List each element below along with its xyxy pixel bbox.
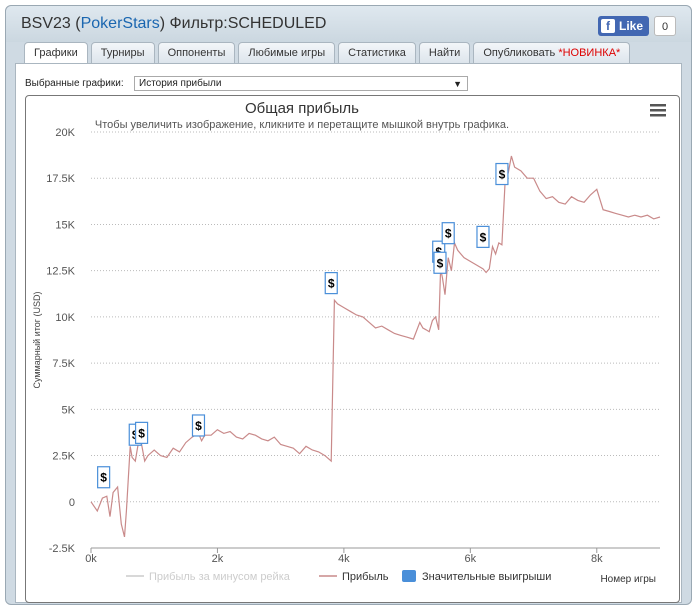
y-tick-label: 12.5K: [46, 266, 75, 278]
y-tick-label: 10K: [55, 312, 75, 324]
big-win-marker: [495, 162, 509, 186]
x-tick-label: 0k: [85, 553, 97, 565]
x-tick-label: 8k: [591, 553, 603, 565]
tab-publish[interactable]: Опубликовать *НОВИНКА*: [473, 42, 631, 63]
profit-series-line: [90, 155, 661, 538]
chart-selector-label: Выбранные графики:: [25, 78, 124, 89]
legend-big-wins-swatch: [402, 570, 416, 582]
big-win-marker-label: $: [480, 230, 487, 244]
dropdown-arrow-icon: ▼: [453, 79, 462, 89]
hamburger-icon-bar: [650, 114, 666, 117]
y-tick-label: -2.5K: [49, 543, 76, 555]
facebook-like-button[interactable]: f Like: [598, 16, 650, 36]
graphs-panel: Выбранные графики: История прибыли ▼ Обща…: [15, 63, 682, 603]
new-badge: *НОВИНКА*: [558, 47, 621, 59]
big-win-marker: [476, 225, 490, 248]
hamburger-icon-bar: [650, 104, 666, 107]
legend-net-profit-label: Прибыль за минусом рейка: [149, 571, 291, 583]
like-count: 0: [654, 16, 676, 36]
facebook-icon: f: [601, 19, 615, 33]
y-tick-label: 17.5K: [46, 173, 75, 185]
legend-big-wins-label: Значительные выигрыши: [422, 571, 551, 583]
tab-tournaments[interactable]: Турниры: [90, 42, 155, 63]
y-tick-label: 2.5K: [52, 451, 75, 463]
x-axis-label: Номер игры: [600, 574, 656, 585]
y-tick-label: 0: [69, 497, 75, 509]
chart-container[interactable]: Общая прибыль Чтобы увеличить изображение…: [25, 95, 680, 603]
big-win-marker-label: $: [328, 277, 335, 291]
app-window: BSV23 (PokerStars) Фильтр:SCHEDULED f Lik…: [5, 5, 692, 605]
big-win-marker: [324, 272, 338, 295]
tab-favorite-games[interactable]: Любимые игры: [238, 42, 336, 63]
window-title: BSV23 (PokerStars) Фильтр:SCHEDULED: [21, 15, 327, 32]
y-tick-label: 20K: [55, 127, 75, 139]
tab-statistics[interactable]: Статистика: [338, 42, 416, 63]
title-bar: BSV23 (PokerStars) Фильтр:SCHEDULED f Lik…: [6, 6, 691, 42]
x-tick-label: 6k: [465, 553, 477, 565]
big-win-marker-label: $: [195, 419, 202, 433]
big-win-marker: [134, 421, 149, 444]
big-win-marker: [433, 251, 447, 274]
x-tick-label: 2k: [212, 553, 224, 565]
y-axis-label: Суммарный итог (USD): [32, 291, 42, 388]
legend-profit-label: Прибыль: [342, 571, 389, 583]
big-win-marker: [441, 222, 455, 245]
big-win-marker: [97, 466, 111, 489]
chart-title: Общая прибыль: [245, 100, 359, 117]
tab-bar: Графики Турниры Оппоненты Любимые игры С…: [24, 42, 633, 64]
tab-graphs[interactable]: Графики: [24, 42, 88, 64]
x-tick-label: 4k: [338, 553, 350, 565]
like-label: Like: [619, 19, 644, 33]
big-win-marker-label: $: [499, 168, 506, 182]
big-win-marker: [191, 414, 206, 437]
big-win-marker-label: $: [437, 256, 444, 270]
tab-find[interactable]: Найти: [418, 42, 471, 63]
y-tick-label: 15K: [55, 219, 75, 231]
hamburger-icon-bar: [650, 109, 666, 112]
chart-subtitle: Чтобы увеличить изображение, кликните и …: [95, 119, 509, 131]
profit-chart[interactable]: Общая прибыль Чтобы увеличить изображение…: [26, 96, 679, 602]
big-win-marker-label: $: [138, 426, 145, 440]
y-tick-label: 5K: [62, 404, 76, 416]
big-win-marker-label: $: [100, 471, 107, 485]
chart-selector[interactable]: История прибыли ▼: [134, 76, 468, 91]
tab-opponents[interactable]: Оппоненты: [157, 42, 236, 63]
big-win-marker-label: $: [445, 227, 452, 241]
site-link[interactable]: PokerStars: [80, 15, 160, 32]
y-tick-label: 7.5K: [52, 358, 75, 370]
